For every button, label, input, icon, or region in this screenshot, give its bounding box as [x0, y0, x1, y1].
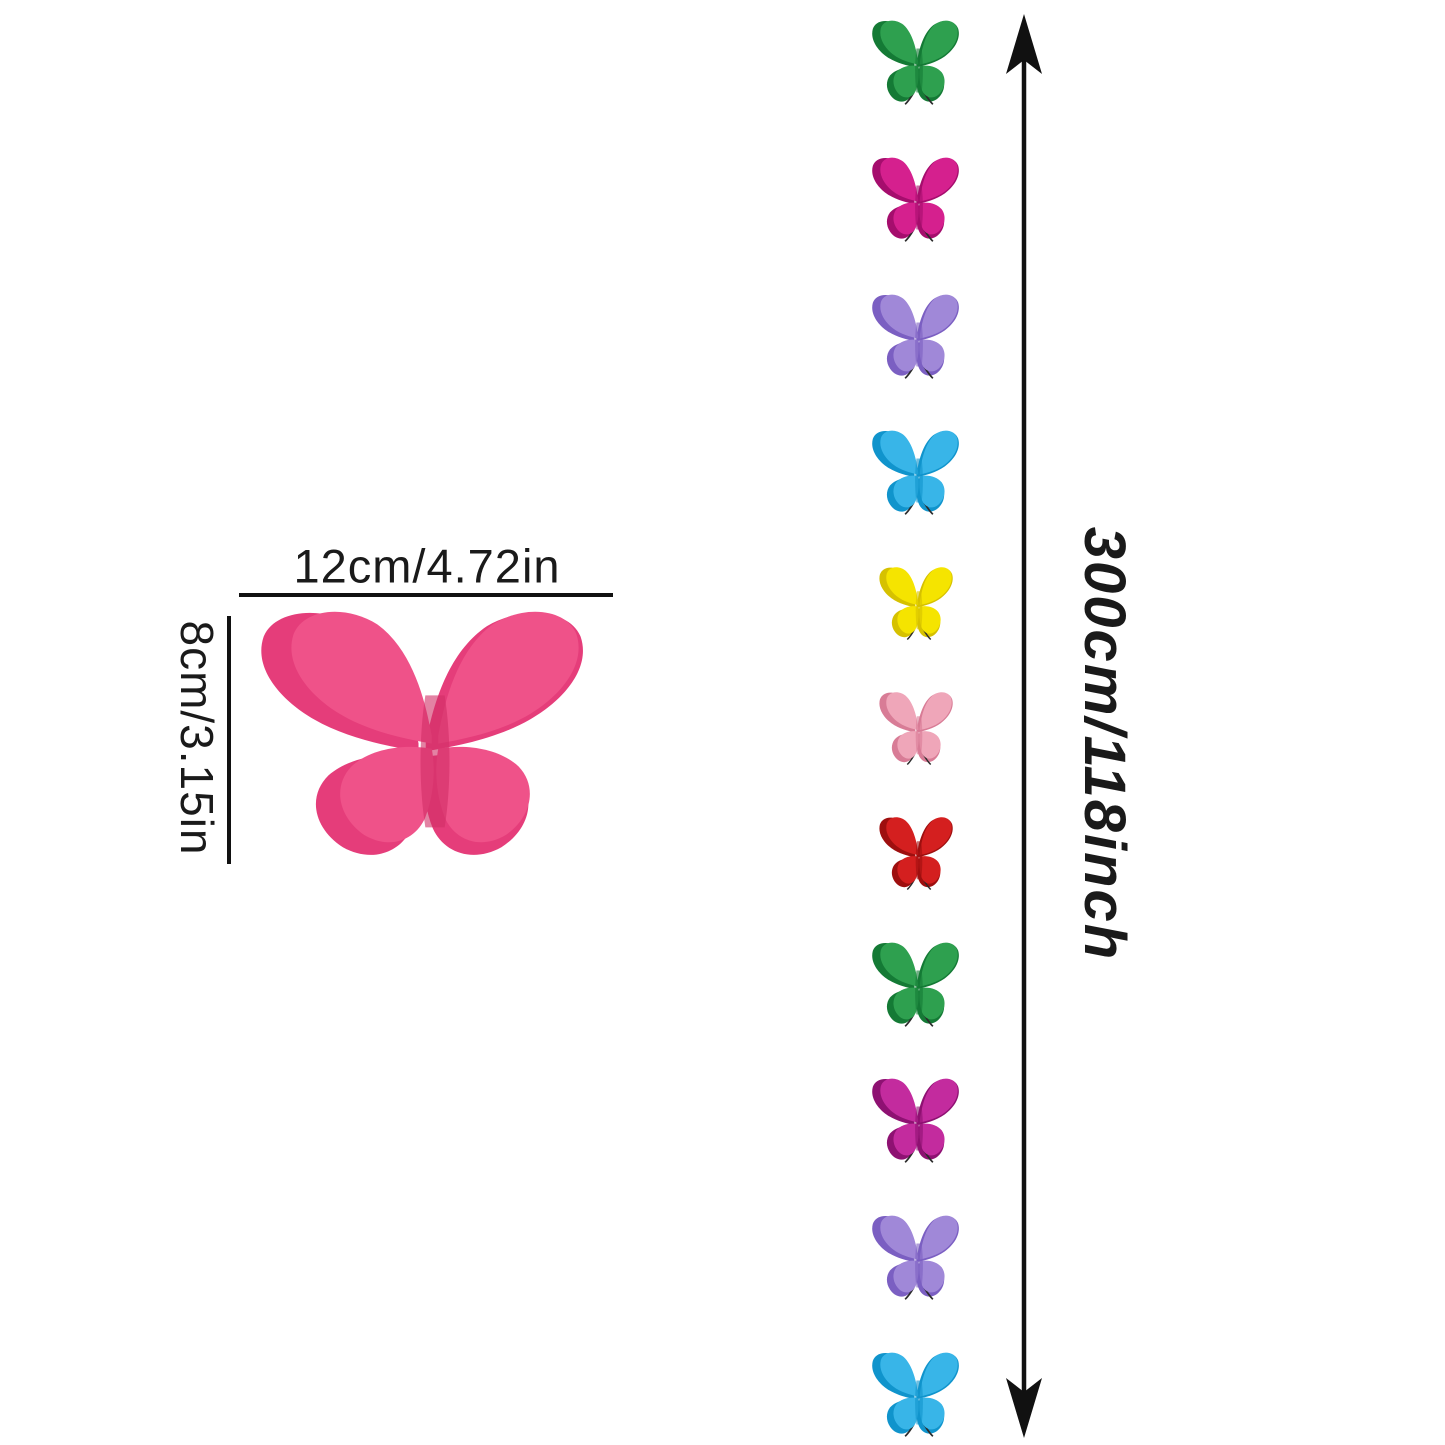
- length-arrow: [1006, 14, 1042, 1438]
- height-dimension-label: 8cm/3.15in: [171, 620, 223, 856]
- garland-butterfly: [872, 942, 959, 1027]
- width-dimension-line: [239, 593, 613, 597]
- garland-butterfly: [872, 430, 959, 516]
- garland-butterfly: [879, 567, 953, 641]
- garland-butterfly: [872, 157, 959, 242]
- height-dimension-line: [227, 616, 231, 864]
- garland-butterfly: [872, 294, 959, 379]
- length-dimension-label: 300cm/118inch: [1072, 526, 1137, 962]
- arrow-head-bottom-icon: [1006, 1378, 1042, 1438]
- width-dimension-label: 12cm/4.72in: [293, 539, 561, 593]
- garland-butterfly: [879, 817, 953, 890]
- garland-butterfly: [872, 1078, 959, 1164]
- garland-butterfly: [872, 20, 959, 105]
- arrow-head-top-icon: [1006, 14, 1042, 74]
- garland-butterfly: [872, 1352, 959, 1437]
- garland-butterfly: [872, 1215, 959, 1301]
- main-butterfly-image: [242, 604, 628, 868]
- garland-butterfly: [879, 692, 953, 766]
- garland-column: [860, 18, 978, 1438]
